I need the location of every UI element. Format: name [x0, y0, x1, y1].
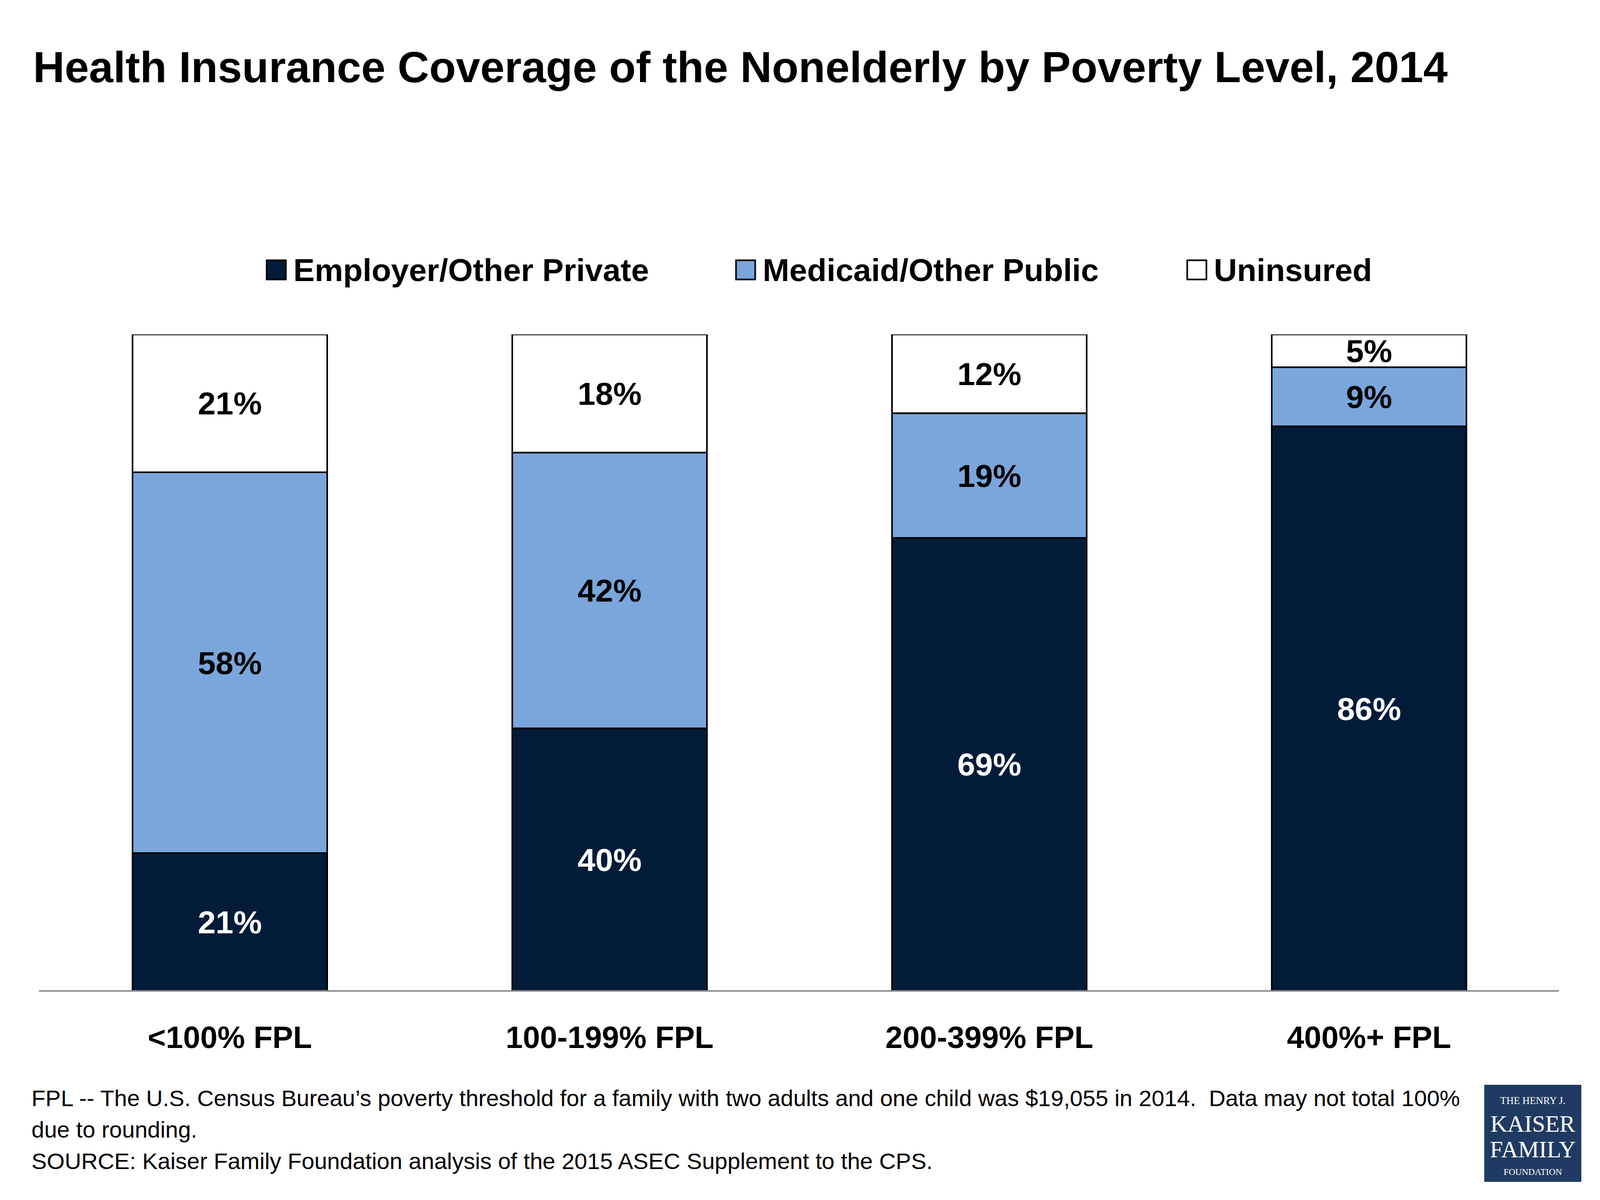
chart-title: Health Insurance Coverage of the Nonelde… — [33, 33, 1559, 102]
footnotes: FPL -- The U.S. Census Bureau’s poverty … — [31, 1082, 1467, 1178]
bar-segment — [892, 413, 1087, 539]
legend-item: Employer/Other Private — [266, 252, 650, 288]
bar-segment — [132, 472, 328, 854]
bar-segment — [512, 728, 708, 991]
bar-segment — [892, 538, 1087, 991]
category-label: <100% FPL — [147, 1019, 312, 1055]
data-label: 21% — [197, 904, 262, 941]
data-label: 9% — [1346, 379, 1393, 415]
x-axis-line — [38, 990, 1559, 992]
footnote: FPL -- The U.S. Census Bureau’s poverty … — [31, 1082, 1467, 1146]
data-label: 5% — [1346, 333, 1393, 370]
logo: THE HENRY J. KAISERFAMILY FOUNDATION — [1484, 1084, 1582, 1182]
legend-swatch — [266, 260, 286, 280]
data-label: 42% — [577, 572, 642, 609]
bar-segment — [512, 452, 708, 729]
legend-item: Uninsured — [1187, 252, 1373, 288]
logo-text: FOUNDATION — [1503, 1166, 1563, 1178]
footnote: SOURCE: Kaiser Family Foundation analysi… — [31, 1145, 1467, 1178]
category-label: 100-199% FPL — [505, 1019, 714, 1055]
legend-swatch — [736, 260, 756, 280]
data-label: 86% — [1337, 691, 1402, 727]
logo-text: FAMILY — [1489, 1136, 1576, 1163]
bar-segment — [132, 852, 328, 991]
data-label: 12% — [957, 356, 1022, 392]
data-label: 18% — [577, 376, 642, 412]
logo-box — [1484, 1084, 1582, 1182]
data-label: 69% — [957, 746, 1022, 783]
chart-canvas: Employer/Other Private Medicaid/Other Pub… — [0, 0, 1600, 1200]
legend-swatch — [1187, 260, 1207, 280]
bar-segment — [1272, 426, 1467, 991]
data-labels: 21% 58% 21% 40% 42% 18% 69% 19% 12% 86% 9% 5% — [197, 333, 1402, 941]
category-label: 200-399% FPL — [885, 1019, 1094, 1055]
logo-text: KAISER — [1490, 1110, 1576, 1138]
bars — [132, 334, 1467, 991]
bar-segment — [1272, 367, 1467, 427]
data-label: 40% — [577, 842, 642, 878]
bar-segment — [132, 334, 328, 473]
logo-text: THE HENRY J. — [1500, 1094, 1566, 1107]
legend-label: Employer/Other Private — [293, 252, 650, 288]
bar-segment — [892, 334, 1087, 414]
legend-item: Medicaid/Other Public — [736, 252, 1099, 288]
data-label: 19% — [957, 458, 1022, 494]
legend-label: Medicaid/Other Public — [762, 252, 1099, 288]
bar-segment — [512, 334, 708, 453]
category-label: 400%+ FPL — [1286, 1019, 1452, 1055]
data-label: 58% — [197, 645, 262, 682]
data-label: 21% — [197, 385, 262, 422]
legend-label: Uninsured — [1213, 252, 1373, 288]
